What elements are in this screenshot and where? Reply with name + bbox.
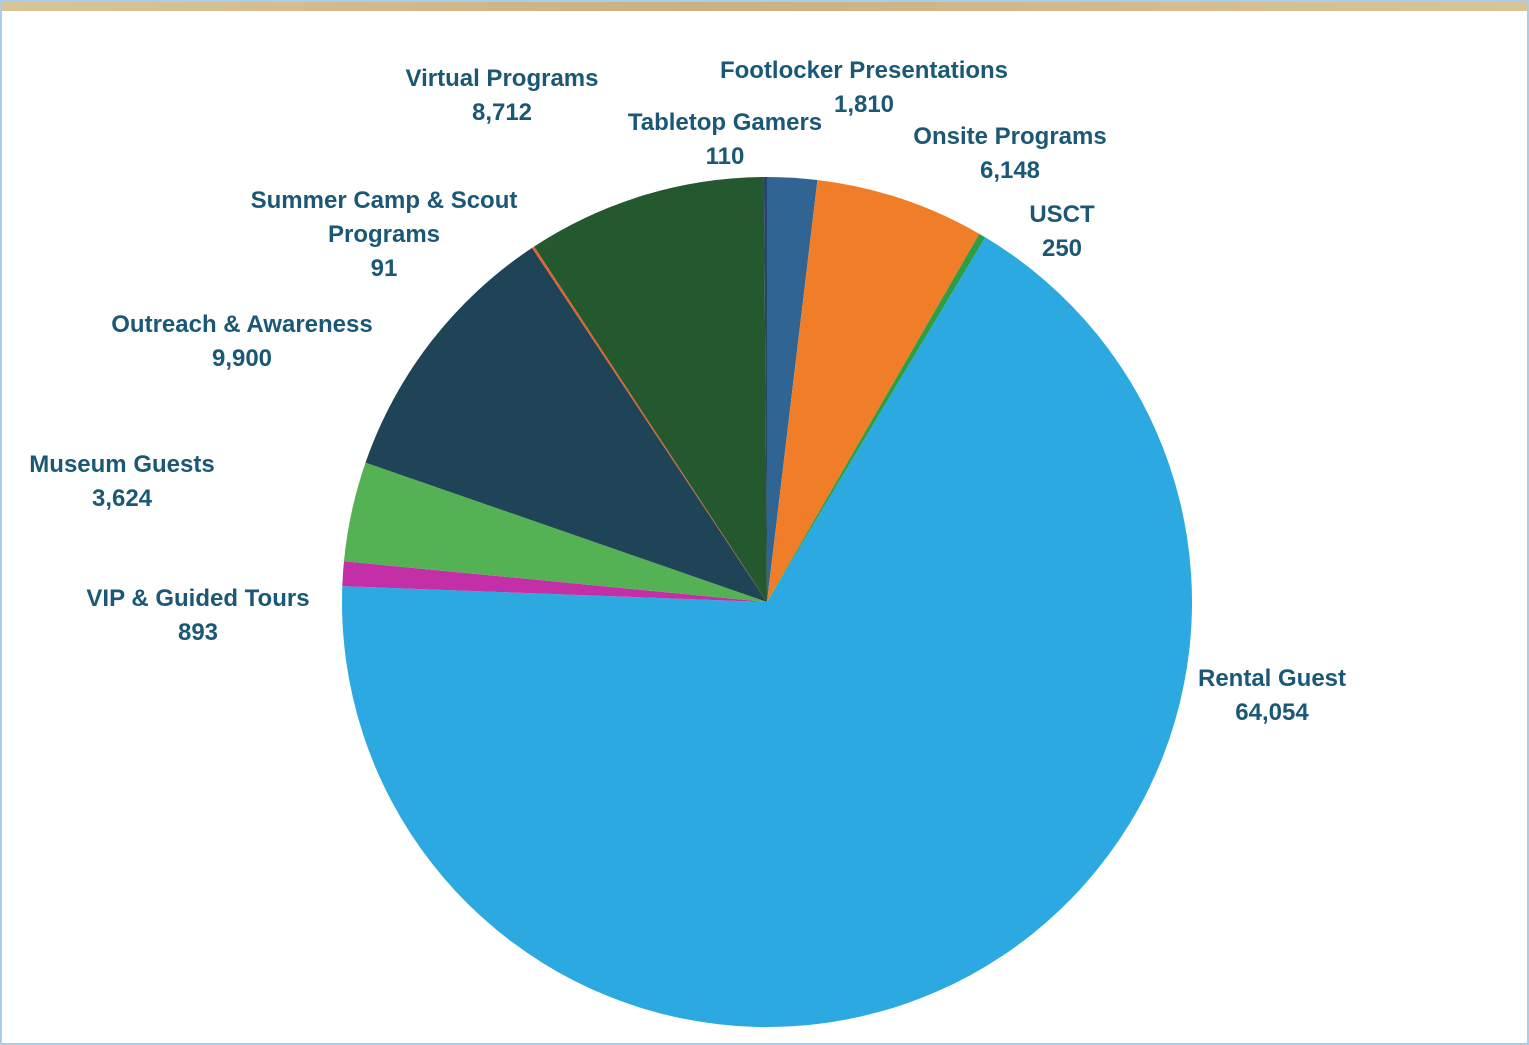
slice-name: Tabletop Gamers <box>627 109 823 136</box>
slice-value: 64,054 <box>1235 699 1309 726</box>
slice-name: Virtual Programs <box>405 65 599 92</box>
slice-name: Onsite Programs <box>913 123 1107 150</box>
page-top-strip <box>2 2 1527 11</box>
pie-slice-summer <box>532 246 767 602</box>
slice-value: 110 <box>705 143 745 170</box>
pie-slice-rental <box>341 237 1192 1028</box>
slice-value: 91 <box>370 255 398 282</box>
slice-label-virtual: Virtual Programs 8,712 <box>367 62 637 130</box>
slice-label-museum: Museum Guests 3,624 <box>2 448 242 516</box>
slice-label-onsite: Onsite Programs 6,148 <box>875 120 1145 188</box>
slice-name: Museum Guests <box>29 451 215 478</box>
slice-name: Outreach & Awareness <box>111 311 373 338</box>
slice-name: Footlocker Presentations <box>719 57 1009 84</box>
slice-value: 1,810 <box>833 91 895 118</box>
slice-name: USCT <box>1029 201 1095 228</box>
slice-label-vip: VIP & Guided Tours 893 <box>63 582 333 650</box>
pie-slice-vip <box>342 561 767 602</box>
pie-slice-onsite <box>767 180 980 602</box>
pie-slice-footlocker <box>767 177 818 602</box>
pie-slice-virtual <box>534 177 767 602</box>
pie-slice-museum <box>343 462 767 602</box>
slice-value: 8,712 <box>471 99 533 126</box>
slice-label-summer: Summer Camp & Scout Programs 91 <box>244 184 524 286</box>
slice-name: VIP & Guided Tours <box>86 585 310 612</box>
slice-label-tabletop: Tabletop Gamers 110 <box>590 106 860 174</box>
slice-value: 6,148 <box>979 157 1041 184</box>
slice-label-rental: Rental Guest 64,054 <box>1152 662 1392 730</box>
slice-label-footlocker: Footlocker Presentations 1,810 <box>699 54 1029 122</box>
slice-value: 250 <box>1041 235 1083 262</box>
slice-name: Summer Camp & Scout Programs <box>250 187 518 248</box>
slice-value: 9,900 <box>211 345 273 372</box>
slice-value: 3,624 <box>91 485 153 512</box>
slice-value: 893 <box>177 619 219 646</box>
slice-label-usct: USCT 250 <box>982 198 1142 266</box>
pie-slice-outreach <box>365 247 767 602</box>
slice-label-outreach: Outreach & Awareness 9,900 <box>77 308 407 376</box>
slice-name: Rental Guest <box>1197 665 1347 692</box>
pie-slice-tabletop <box>763 177 767 602</box>
pie-slice-usct <box>767 233 986 602</box>
